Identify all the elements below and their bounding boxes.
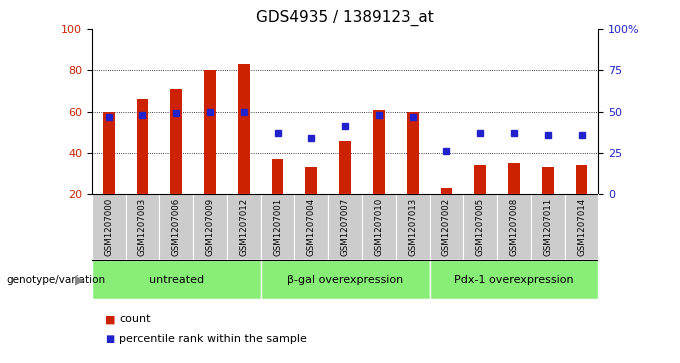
Bar <box>575 165 588 194</box>
Bar <box>103 111 115 194</box>
Text: GSM1207013: GSM1207013 <box>408 197 417 256</box>
Bar <box>407 111 419 194</box>
Text: GSM1207006: GSM1207006 <box>172 197 181 256</box>
Text: Pdx-1 overexpression: Pdx-1 overexpression <box>454 274 574 285</box>
Bar <box>159 194 193 260</box>
Bar <box>92 260 260 299</box>
Text: ■: ■ <box>105 314 116 325</box>
Text: genotype/variation: genotype/variation <box>7 274 106 285</box>
Text: GSM1207012: GSM1207012 <box>239 197 248 256</box>
Bar <box>92 194 126 260</box>
Text: GSM1207008: GSM1207008 <box>509 197 518 256</box>
Text: count: count <box>119 314 150 325</box>
Text: GSM1207011: GSM1207011 <box>543 197 552 256</box>
Bar <box>474 165 486 194</box>
Title: GDS4935 / 1389123_at: GDS4935 / 1389123_at <box>256 10 434 26</box>
Text: GSM1207001: GSM1207001 <box>273 197 282 256</box>
Text: GSM1207000: GSM1207000 <box>104 197 113 256</box>
Bar <box>260 260 430 299</box>
Bar <box>294 194 328 260</box>
Text: GSM1207007: GSM1207007 <box>341 197 350 256</box>
Bar <box>430 194 463 260</box>
Bar <box>137 99 148 194</box>
Text: β-gal overexpression: β-gal overexpression <box>287 274 403 285</box>
Bar <box>126 194 159 260</box>
Bar <box>497 194 531 260</box>
Bar <box>328 194 362 260</box>
Bar <box>238 64 250 194</box>
Bar <box>441 188 452 194</box>
Bar <box>542 167 554 194</box>
Text: GSM1207003: GSM1207003 <box>138 197 147 256</box>
Bar <box>362 194 396 260</box>
Bar <box>564 194 598 260</box>
Text: ▶: ▶ <box>75 273 85 286</box>
Text: GSM1207009: GSM1207009 <box>205 197 214 256</box>
Bar <box>170 89 182 194</box>
Bar <box>430 260 598 299</box>
Text: GSM1207004: GSM1207004 <box>307 197 316 256</box>
Text: untreated: untreated <box>149 274 204 285</box>
Bar <box>396 194 430 260</box>
Text: GSM1207014: GSM1207014 <box>577 197 586 256</box>
Text: ■: ■ <box>105 334 115 344</box>
Text: GSM1207005: GSM1207005 <box>476 197 485 256</box>
Text: GSM1207002: GSM1207002 <box>442 197 451 256</box>
Bar <box>508 163 520 194</box>
Bar <box>193 194 227 260</box>
Text: percentile rank within the sample: percentile rank within the sample <box>119 334 307 344</box>
Bar <box>339 140 351 194</box>
Bar <box>305 167 318 194</box>
Bar <box>463 194 497 260</box>
Bar <box>227 194 260 260</box>
Bar <box>204 70 216 194</box>
Bar <box>260 194 294 260</box>
Bar <box>271 159 284 194</box>
Text: GSM1207010: GSM1207010 <box>375 197 384 256</box>
Bar <box>373 110 385 194</box>
Bar <box>531 194 564 260</box>
